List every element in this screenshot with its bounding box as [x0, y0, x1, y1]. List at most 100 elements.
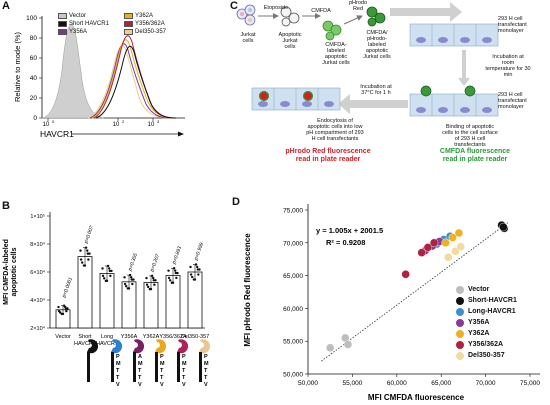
legend-del350-swatch — [124, 29, 133, 35]
hist-xtick-exp-3: 3 — [157, 119, 160, 124]
label-binding: Binding of apoptotic cells to the cell s… — [442, 124, 498, 148]
bar-point-6 — [197, 273, 200, 276]
motif-letter: T — [116, 368, 120, 374]
bar-point-3 — [132, 278, 135, 281]
flow-histogram: 100 80 60 40 20 0 Relative to mode (%) 1… — [13, 15, 185, 138]
label-phrodo: pHrodo Red — [348, 0, 368, 12]
hist-ytick-40: 40 — [30, 75, 38, 82]
bar-point-0 — [65, 309, 68, 313]
scatter-point-6 — [456, 242, 465, 251]
bar-1 — [77, 256, 93, 329]
legend-d-y356a: Y356A — [456, 317, 517, 328]
bar-point-0 — [66, 307, 69, 310]
label-endocytosis: Endocytosis of apoptotic cells into low … — [306, 118, 364, 142]
motif-letter: M — [160, 361, 165, 367]
bar-point-5 — [167, 269, 170, 272]
bar-xlabel-2: Long — [101, 334, 113, 340]
scatter-point-6 — [451, 247, 460, 256]
scatter-point-5 — [417, 248, 426, 257]
workflow-diagram — [236, 2, 499, 117]
bar-ylabel-2: apoptotic cells — [11, 247, 18, 296]
hist-xlabel: HAVCR1 — [40, 129, 74, 138]
bar-xlabel-4: Y362A — [143, 334, 160, 340]
bar-point-0 — [64, 307, 68, 310]
bar-point-3 — [125, 285, 128, 288]
panel-a-letter: A — [2, 0, 10, 12]
bar-point-2 — [109, 274, 112, 278]
scatter-ytick-label: 50,000 — [283, 372, 303, 379]
scatter-xtick-label: 50,000 — [298, 380, 318, 387]
label-cmfda: CMFDA — [311, 8, 331, 14]
scatter-xtick-label: 65,000 — [431, 380, 451, 387]
legend-d-vector-dot — [456, 285, 464, 294]
motif-letter: V — [160, 382, 164, 388]
scatter-point-5 — [423, 243, 433, 252]
motif-letter: T — [138, 375, 142, 381]
bar-point-5 — [167, 276, 171, 280]
bar-point-2 — [105, 279, 109, 283]
scatter-ylabel: MFI pHrodo Red fluorescence — [243, 233, 252, 347]
motif-letter: T — [138, 368, 142, 374]
scatter-ytick-label: 65,000 — [283, 273, 303, 280]
hist-ytick-80: 80 — [30, 35, 38, 42]
scatter-point-6 — [444, 253, 453, 262]
legend-d-del350-dot — [456, 351, 464, 360]
legend-short-swatch — [58, 21, 67, 27]
scatter-xlabel: MFI CMFDA fluorescence — [368, 393, 465, 402]
cmfda-labeled-cells-icon — [322, 20, 342, 41]
motif-letter: V — [116, 382, 120, 388]
bar-point-3 — [130, 276, 133, 279]
bar-point-5 — [172, 267, 176, 270]
scatter-point-0 — [325, 343, 335, 352]
bar-xlabel-5: Y356/362A — [159, 334, 187, 340]
legend-vector-swatch — [58, 13, 67, 19]
bar-point-4 — [152, 276, 155, 280]
bar-point-2 — [101, 274, 105, 278]
scatter-ytick-label: 55,000 — [283, 339, 303, 346]
motif-y362a-icon — [155, 339, 167, 382]
bar-point-1 — [83, 264, 87, 267]
bar-point-0 — [59, 311, 62, 314]
scatter-point-4 — [454, 228, 464, 238]
legend-y362a-swatch — [124, 13, 133, 19]
legend-d-y356-362a: Y356/362A — [456, 339, 517, 350]
scatter-r2: R² = 0.9208 — [326, 238, 365, 247]
bar-point-6 — [191, 275, 194, 279]
motif-letter: M — [138, 361, 143, 367]
bar-point-5 — [174, 269, 177, 272]
bar-point-0 — [61, 312, 65, 316]
motif-letter: A — [138, 354, 142, 360]
bar-pvalue-vector: p<0.0001 — [61, 276, 74, 299]
scatter-point-4 — [448, 233, 457, 242]
bar-point-2 — [110, 269, 113, 273]
motif-letter: T — [116, 375, 120, 381]
bar-ytick-label: 8×10⁴ — [30, 241, 45, 248]
bar-ytick-label: 1×10⁵ — [30, 213, 45, 220]
bar-point-4 — [150, 274, 154, 278]
scatter-point-5 — [401, 270, 410, 279]
legend-y356a: Y356A — [58, 29, 87, 35]
motif-letter: P — [160, 354, 164, 360]
motif-letter: T — [182, 368, 186, 374]
hist-ytick-0: 0 — [33, 115, 37, 122]
scatter-point-4 — [441, 238, 450, 247]
bar-point-1 — [79, 258, 83, 261]
motif-long-icon — [111, 339, 123, 382]
bar-point-6 — [189, 265, 192, 269]
legend-vector: Vector — [58, 13, 86, 19]
motif-letter: M — [182, 361, 187, 367]
label-etoposide: Etoposide — [263, 5, 289, 11]
bar-point-4 — [147, 285, 150, 289]
motif-letter: P — [182, 354, 186, 360]
label-cmfda-read: CMFDA fluorescence read in plate reader — [439, 148, 511, 163]
motif-y356a-icon — [133, 339, 145, 382]
bar-point-4 — [152, 279, 155, 282]
panel-c-letter: C — [230, 0, 238, 12]
hist-vector-curve — [41, 23, 105, 119]
bar-pvalue-6: p=0.999 — [193, 242, 205, 262]
label-cmfda-labeled: CMFDA- labeled apoptotic Jurkat cells — [322, 42, 350, 66]
motif-letter: M — [204, 361, 209, 367]
bar-xlabel-0: Vector — [55, 334, 71, 340]
hist-xtick-exp-2: 2 — [122, 119, 125, 124]
